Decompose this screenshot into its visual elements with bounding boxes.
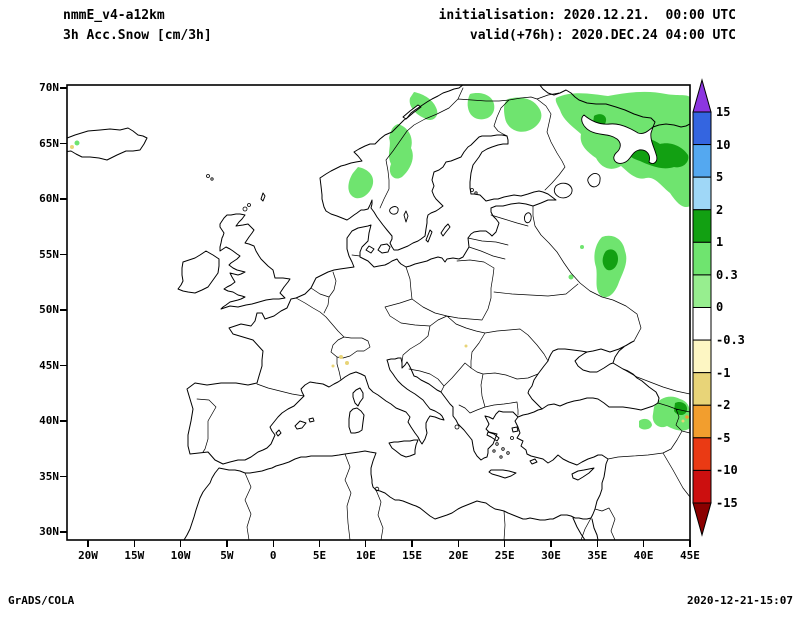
rhodes [529, 458, 538, 465]
value-specks [70, 140, 689, 423]
init-time-label: initialisation: 2020.12.21. 00:00 UTC [438, 8, 736, 23]
crete [488, 469, 517, 479]
islands [67, 104, 595, 492]
colorbar-arrow-up [692, 78, 712, 113]
coast-levant-africa [183, 416, 609, 540]
oland [425, 229, 433, 243]
iceland-snow-speck [74, 140, 80, 146]
colorbar-band [692, 241, 712, 276]
caucasus-speck [681, 419, 685, 423]
colorbar-band [692, 144, 712, 178]
lesbos [511, 426, 519, 433]
shetland [260, 192, 266, 202]
colorbar-arrow-down [692, 502, 712, 537]
coast-mediterranean [222, 357, 543, 465]
colorbar [692, 78, 712, 537]
coast-arctic-russia [539, 85, 690, 128]
lake-vattern [403, 210, 409, 223]
ibiza [275, 429, 282, 437]
grads-attribution: GrADS/COLA [8, 594, 75, 607]
great-britain [219, 213, 291, 310]
colorbar-band [692, 339, 712, 374]
country-borders [196, 87, 690, 540]
alps-speck [345, 361, 349, 365]
lake-peipus [523, 212, 532, 224]
iceland [67, 127, 148, 161]
gotland [440, 223, 451, 237]
coast-atlantic-baltic-scandinavia [186, 85, 557, 465]
field-title: 3h Acc.Snow [cm/3h] [63, 28, 212, 43]
menorca [308, 417, 315, 423]
ireland [177, 250, 220, 294]
valid-time-label: valid(+76h): 2020.DEC.24 04:00 UTC [469, 28, 736, 43]
euboea [486, 431, 500, 442]
alps-speck [331, 364, 335, 368]
sicily [388, 439, 419, 458]
colorbar-band [692, 111, 712, 146]
corsica [352, 387, 364, 407]
small-islands [206, 174, 514, 492]
colorbar-band [692, 274, 712, 308]
colorbar-band [692, 404, 712, 439]
iceland-speck [70, 145, 74, 149]
coastlines [183, 85, 690, 540]
colorbar-band [692, 437, 712, 471]
sardinia [348, 407, 365, 434]
caucasus-speck [685, 415, 689, 419]
colorbar-band [692, 306, 712, 341]
map-frame [66, 84, 691, 541]
coast-black-sea [527, 340, 660, 411]
carpathian-speck [464, 344, 468, 348]
white-sea [581, 114, 658, 165]
cyprus [571, 467, 595, 481]
alps-speck [339, 355, 343, 359]
colorbar-band [692, 176, 712, 211]
colorbar-band [692, 469, 712, 504]
lake-ladoga [553, 182, 573, 199]
inland-water [389, 114, 658, 224]
creation-timestamp: 2020-12-21-15:07 [687, 594, 793, 607]
colorbar-band [692, 372, 712, 406]
zealand [377, 243, 391, 254]
funen [365, 245, 375, 254]
model-title: nmmE_v4-a12km [63, 8, 165, 23]
colorbar-band [692, 209, 712, 243]
mallorca [294, 420, 307, 430]
lake-vanern [389, 206, 399, 215]
lake-onega [587, 173, 601, 188]
